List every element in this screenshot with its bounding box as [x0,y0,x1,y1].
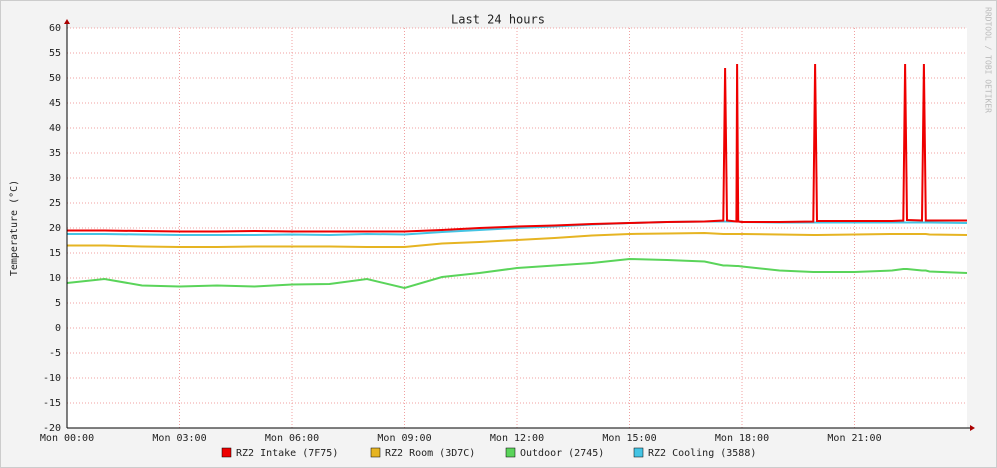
y-tick-label: 55 [49,48,61,59]
y-tick-label: 5 [55,298,61,309]
x-tick-label: Mon 21:00 [827,433,881,444]
x-tick-label: Mon 12:00 [490,433,544,444]
y-tick-label: 10 [49,273,61,284]
legend-label: RZ2 Room (3D7C) [385,448,475,459]
data-line [66,257,968,290]
y-arrow [64,19,70,24]
data-line [67,231,968,248]
data-line [67,220,968,237]
y-tick-label: 20 [49,223,61,234]
y-tick-label: -20 [43,423,61,434]
y-tick-label: 45 [49,98,61,109]
x-tick-label: Mon 03:00 [152,433,206,444]
x-tick-label: Mon 15:00 [602,433,656,444]
legend-label: Outdoor (2745) [520,448,604,459]
legend-label: RZ2 Intake (7F75) [236,448,338,459]
legend-swatch [505,447,516,458]
y-tick-label: 35 [49,148,61,159]
watermark: RRDTOOL / TOBI OETIKER [984,7,993,113]
y-tick-label: 15 [49,248,61,259]
data-line [67,63,967,233]
y-tick-label: 60 [49,23,61,34]
legend-swatch [633,447,644,458]
lines [66,63,968,290]
y-tick-label: 0 [55,323,61,334]
y-tick-label: 30 [49,173,61,184]
chart-title: Last 24 hours [451,13,545,27]
y-axis-label: Temperature (°C) [9,180,20,276]
x-tick-label: Mon 09:00 [377,433,431,444]
legend-swatch [221,447,232,458]
x-arrow [970,425,975,431]
x-tick-label: Mon 18:00 [715,433,769,444]
y-tick-label: 25 [49,198,61,209]
y-tick-label: 40 [49,123,61,134]
y-tick-label: 50 [49,73,61,84]
y-tick-label: -15 [43,398,61,409]
x-tick-label: Mon 00:00 [40,433,94,444]
x-tick-label: Mon 06:00 [265,433,319,444]
legend-swatch [370,447,381,458]
y-tick-label: -10 [43,373,61,384]
y-tick-label: -5 [49,348,61,359]
legend: RZ2 Intake (7F75) RZ2 Room (3D7C) Outdoor … [221,447,756,459]
legend-label: RZ2 Cooling (3588) [648,448,756,459]
